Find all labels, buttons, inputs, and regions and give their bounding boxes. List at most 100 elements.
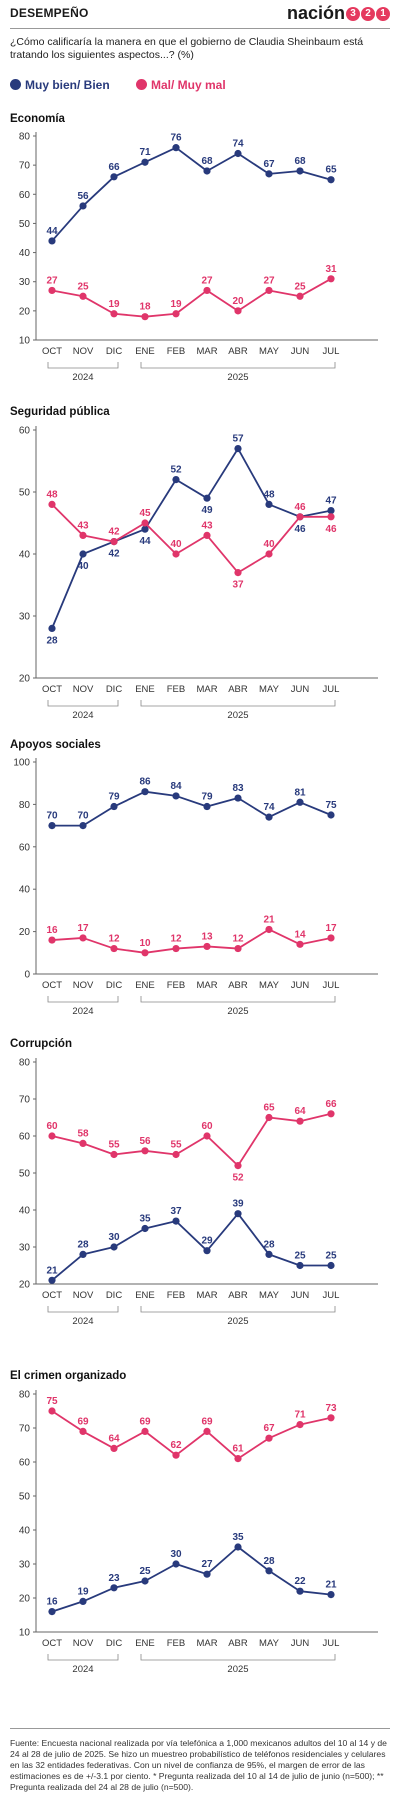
- footer-divider: [10, 1728, 390, 1729]
- data-label-bad: 45: [139, 508, 151, 519]
- data-point-bad: [234, 1455, 242, 1463]
- brand-digit: 2: [361, 6, 375, 21]
- data-label-good: 16: [46, 1597, 58, 1608]
- year-bracket: [47, 1654, 119, 1661]
- year-label: 2025: [227, 1006, 248, 1017]
- year-bracket: [140, 1306, 336, 1313]
- chart-title-apoyos: Apoyos sociales: [10, 739, 101, 751]
- data-point-good: [79, 1250, 87, 1258]
- data-label-bad: 27: [263, 275, 275, 286]
- y-tick-label: 20: [19, 1594, 31, 1605]
- year-label: 2024: [72, 1664, 93, 1674]
- x-tick-label: NOV: [73, 980, 94, 991]
- data-label-bad: 48: [46, 489, 58, 500]
- data-point-bad: [79, 1427, 87, 1435]
- y-tick-label: 0: [24, 970, 30, 981]
- y-tick-label: 50: [19, 219, 31, 230]
- data-label-good: 21: [325, 1580, 337, 1591]
- brand-digit: 3: [346, 6, 360, 21]
- brand-logo: nación 3 2 1: [287, 3, 390, 23]
- year-bracket: [47, 700, 119, 707]
- data-label-good: 74: [232, 138, 244, 149]
- x-tick-label: FEB: [167, 1290, 185, 1301]
- year-bracket: [47, 996, 119, 1003]
- data-label-bad: 62: [170, 1440, 182, 1451]
- data-point-bad: [110, 1444, 118, 1452]
- data-point-good: [265, 500, 273, 508]
- data-label-good: 71: [139, 147, 151, 158]
- data-point-bad: [79, 1139, 87, 1147]
- x-tick-label: DIC: [106, 980, 123, 991]
- year-bracket: [140, 700, 336, 707]
- chart-title-seguridad: Seguridad pública: [10, 406, 110, 418]
- x-tick-label: FEB: [167, 684, 185, 695]
- data-label-good: 28: [46, 635, 58, 646]
- section-tag: DESEMPEÑO: [10, 6, 89, 20]
- y-tick-label: 10: [19, 1628, 31, 1639]
- data-label-bad: 20: [232, 296, 244, 307]
- data-point-good: [327, 507, 335, 515]
- data-label-good: 86: [139, 777, 151, 788]
- x-tick-label: JUN: [291, 980, 310, 991]
- x-tick-label: JUN: [291, 1638, 310, 1649]
- data-point-bad: [141, 1147, 149, 1155]
- data-label-bad: 12: [232, 934, 244, 945]
- data-label-good: 68: [201, 156, 213, 167]
- data-point-good: [296, 798, 304, 806]
- x-tick-label: FEB: [167, 980, 185, 991]
- y-tick-label: 70: [19, 1095, 31, 1106]
- data-label-good: 56: [77, 191, 89, 202]
- data-point-good: [203, 494, 211, 502]
- data-point-bad: [141, 1427, 149, 1435]
- data-point-good: [79, 1597, 87, 1605]
- x-tick-label: DIC: [106, 684, 123, 695]
- data-point-good: [110, 1243, 118, 1251]
- data-label-good: 30: [170, 1549, 182, 1560]
- series-line-good: [51, 447, 332, 629]
- data-point-good: [265, 813, 273, 821]
- brand-digit: 1: [376, 6, 390, 21]
- data-point-bad: [141, 313, 149, 321]
- data-label-bad: 67: [263, 1423, 275, 1434]
- x-tick-label: MAR: [196, 684, 217, 695]
- series-line-good: [51, 1212, 331, 1281]
- x-tick-label: DIC: [106, 346, 123, 357]
- data-label-bad: 43: [77, 520, 89, 531]
- data-point-bad: [172, 310, 180, 318]
- data-label-good: 28: [263, 1239, 275, 1250]
- data-label-good: 67: [263, 159, 275, 170]
- data-point-bad: [172, 1150, 180, 1159]
- data-point-bad: [79, 531, 87, 539]
- data-label-bad: 25: [294, 281, 306, 292]
- data-point-bad: [79, 292, 87, 300]
- data-label-good: 39: [232, 1199, 244, 1210]
- data-label-good: 84: [170, 781, 182, 792]
- legend-dot-bad: [136, 79, 147, 90]
- data-label-good: 79: [201, 792, 213, 803]
- data-point-good: [296, 1587, 304, 1595]
- x-tick-label: NOV: [73, 684, 94, 695]
- y-tick-label: 60: [19, 842, 31, 853]
- data-label-good: 81: [294, 787, 306, 798]
- x-tick-label: ABR: [228, 346, 248, 357]
- data-point-bad: [265, 1434, 273, 1442]
- data-label-good: 40: [77, 561, 89, 572]
- data-label-bad: 43: [201, 520, 213, 531]
- data-label-good: 25: [139, 1566, 151, 1577]
- data-label-bad: 17: [325, 923, 337, 934]
- year-bracket: [140, 362, 336, 369]
- footer-source-note: Fuente: Encuesta nacional realizada por …: [10, 1738, 387, 1792]
- series-line-bad: [51, 1112, 332, 1167]
- data-label-good: 76: [170, 133, 182, 144]
- data-point-bad: [141, 519, 149, 527]
- year-bracket: [140, 1654, 336, 1661]
- x-tick-label: OCT: [42, 346, 62, 357]
- x-tick-label: JUL: [323, 346, 340, 357]
- chart-corrupcion: 20 30 40 50 60 70 80 OCT NOV DIC ENE FEB MAR ABR MAY JU…: [19, 1058, 378, 1327]
- data-label-bad: 73: [325, 1403, 337, 1414]
- data-label-good: 68: [294, 156, 306, 167]
- x-tick-label: DIC: [106, 1638, 123, 1649]
- data-point-good: [296, 167, 304, 175]
- data-point-bad: [296, 513, 304, 521]
- x-tick-label: ENE: [135, 684, 155, 695]
